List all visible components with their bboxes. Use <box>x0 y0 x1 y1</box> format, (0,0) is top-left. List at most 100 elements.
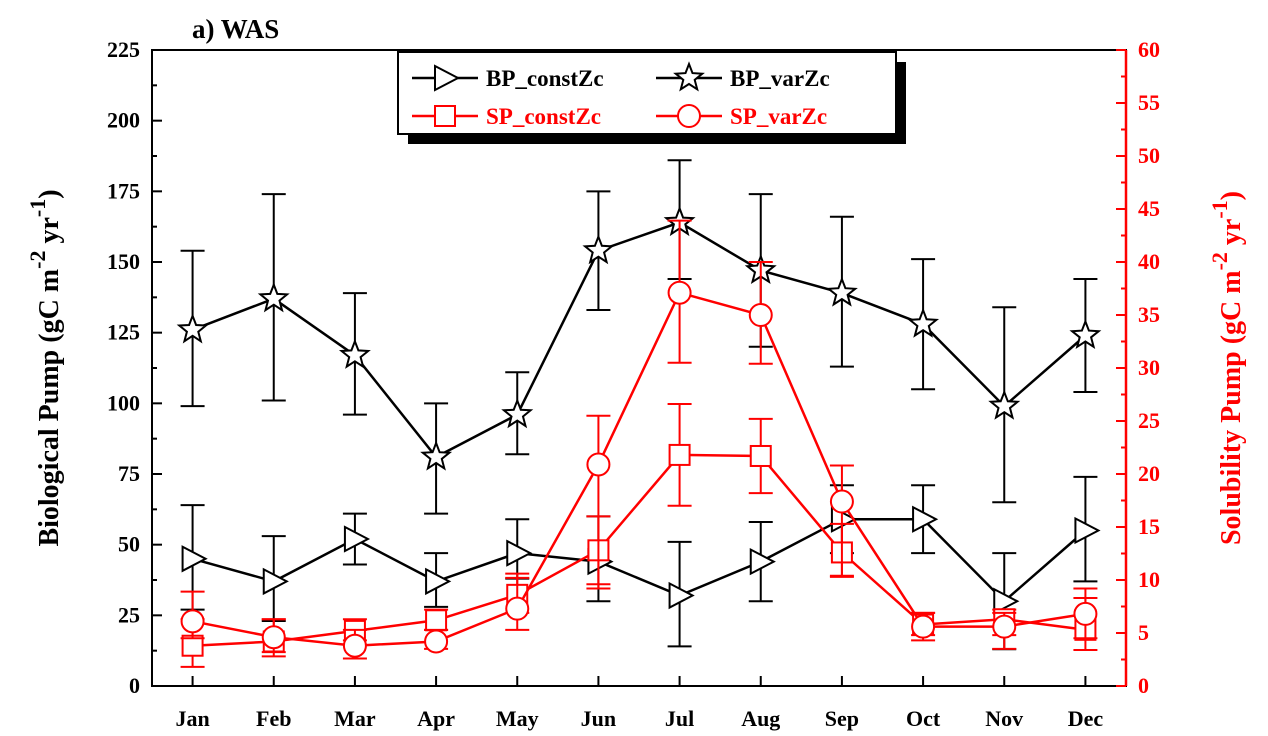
data-point <box>993 587 1020 615</box>
data-point <box>261 625 286 650</box>
legend-marker <box>434 64 461 92</box>
legend-marker <box>673 61 705 92</box>
data-point <box>425 567 452 596</box>
legend-box <box>397 51 897 135</box>
series-line <box>192 453 1086 647</box>
data-point <box>667 280 692 305</box>
x-tick-label: May <box>496 706 539 731</box>
right-label-part-2: yr <box>1216 219 1247 252</box>
series-line <box>192 291 1086 647</box>
left-label-part-1: Biological Pump (gC m <box>34 269 65 547</box>
data-point <box>748 303 773 327</box>
left-tick-label: 225 <box>107 37 140 62</box>
left-label-part-2: yr <box>34 217 65 250</box>
data-point <box>911 614 936 639</box>
legend: BP_constZc BP_varZc SP_constZc SP_varZc <box>397 51 906 144</box>
x-tick-label: Aug <box>741 706 780 731</box>
data-point <box>343 525 371 553</box>
data-point <box>257 281 290 313</box>
legend-label: SP_constZc <box>486 104 601 129</box>
series-layer <box>176 159 1102 668</box>
data-point <box>501 397 534 429</box>
left-tick-label: 0 <box>129 673 140 698</box>
x-tick-label: Dec <box>1068 706 1104 731</box>
x-tick-label: Jun <box>581 706 616 731</box>
right-tick-label: 50 <box>1138 143 1160 168</box>
data-point <box>907 307 940 338</box>
legend-label: BP_constZc <box>486 66 604 91</box>
left-tick-label: 50 <box>118 532 140 557</box>
x-tick-label: Nov <box>985 706 1023 731</box>
data-point <box>749 444 772 467</box>
data-point <box>262 567 289 596</box>
data-point <box>829 489 854 514</box>
left-axis-label: Biological Pump (gC m-2 yr-1) <box>25 189 65 546</box>
plot-border <box>151 49 1127 687</box>
series-BP_varZc <box>176 159 1102 515</box>
data-point <box>825 276 858 307</box>
data-point <box>1073 601 1098 626</box>
data-point <box>338 338 371 369</box>
legend-item: BP_varZc <box>656 61 830 92</box>
right-tick-label: 20 <box>1138 461 1160 486</box>
left-tick-label: 150 <box>107 249 140 274</box>
data-point <box>992 614 1017 639</box>
left-tick-label: 125 <box>107 320 140 345</box>
x-tick-label: Jul <box>665 706 694 731</box>
right-tick-label: 30 <box>1138 355 1160 380</box>
right-tick-label: 35 <box>1138 302 1160 327</box>
legend-item: BP_constZc <box>412 64 604 92</box>
right-label-part-3: ) <box>1216 191 1247 200</box>
series-line <box>192 221 1087 459</box>
data-point <box>176 312 209 344</box>
data-point <box>582 233 615 265</box>
data-point <box>668 581 695 610</box>
legend-marker <box>677 104 701 128</box>
right-label-sup-2: -1 <box>1207 200 1232 218</box>
right-tick-label: 10 <box>1138 567 1160 592</box>
legend-item: SP_constZc <box>412 104 601 129</box>
right-label-part-1: Solubility Pump (gC m <box>1216 270 1247 545</box>
x-tick-label: Oct <box>906 706 941 731</box>
series-line <box>192 517 1087 603</box>
data-point <box>586 452 611 477</box>
right-tick-label: 15 <box>1138 514 1160 539</box>
right-tick-label: 60 <box>1138 37 1160 62</box>
x-tick-label: Jan <box>175 706 209 731</box>
legend-item: SP_varZc <box>656 104 827 129</box>
series-SP_varZc <box>180 219 1098 660</box>
x-tick-label: Mar <box>334 706 376 731</box>
right-tick-label: 25 <box>1138 408 1160 433</box>
x-tick-label: Apr <box>417 706 455 731</box>
x-tick-label: Feb <box>256 706 291 731</box>
right-tick-label: 40 <box>1138 249 1160 274</box>
data-point <box>668 443 691 466</box>
data-point <box>420 440 453 471</box>
data-point <box>749 547 776 576</box>
left-y-axis: 0 25 50 75 100 125 150 175 200 225 <box>107 37 162 698</box>
x-tick-label: Sep <box>825 706 859 731</box>
left-tick-label: 100 <box>107 390 140 415</box>
right-tick-label: 0 <box>1138 673 1149 698</box>
data-point <box>912 505 939 533</box>
left-label-sup-1: -2 <box>25 251 50 269</box>
left-tick-label: 175 <box>107 178 140 203</box>
data-point <box>425 609 448 632</box>
right-tick-label: 5 <box>1138 620 1149 645</box>
data-point <box>1074 516 1101 545</box>
right-label-sup-1: -2 <box>1207 252 1232 270</box>
left-tick-label: 25 <box>118 602 140 627</box>
left-label-sup-2: -1 <box>25 199 50 217</box>
data-point <box>342 633 367 658</box>
right-tick-label: 45 <box>1138 196 1160 221</box>
data-point <box>181 545 208 573</box>
right-y-axis: 0 5 10 15 20 25 30 35 40 45 50 55 60 <box>1116 37 1160 698</box>
data-point <box>506 539 533 567</box>
legend-label: SP_varZc <box>730 104 827 129</box>
left-label-part-3: ) <box>34 189 65 198</box>
right-axis-label: Solubility Pump (gC m-2 yr-1) <box>1207 191 1247 545</box>
chart-title: a) WAS <box>192 14 279 44</box>
data-point <box>988 389 1021 420</box>
right-tick-label: 55 <box>1138 90 1160 115</box>
